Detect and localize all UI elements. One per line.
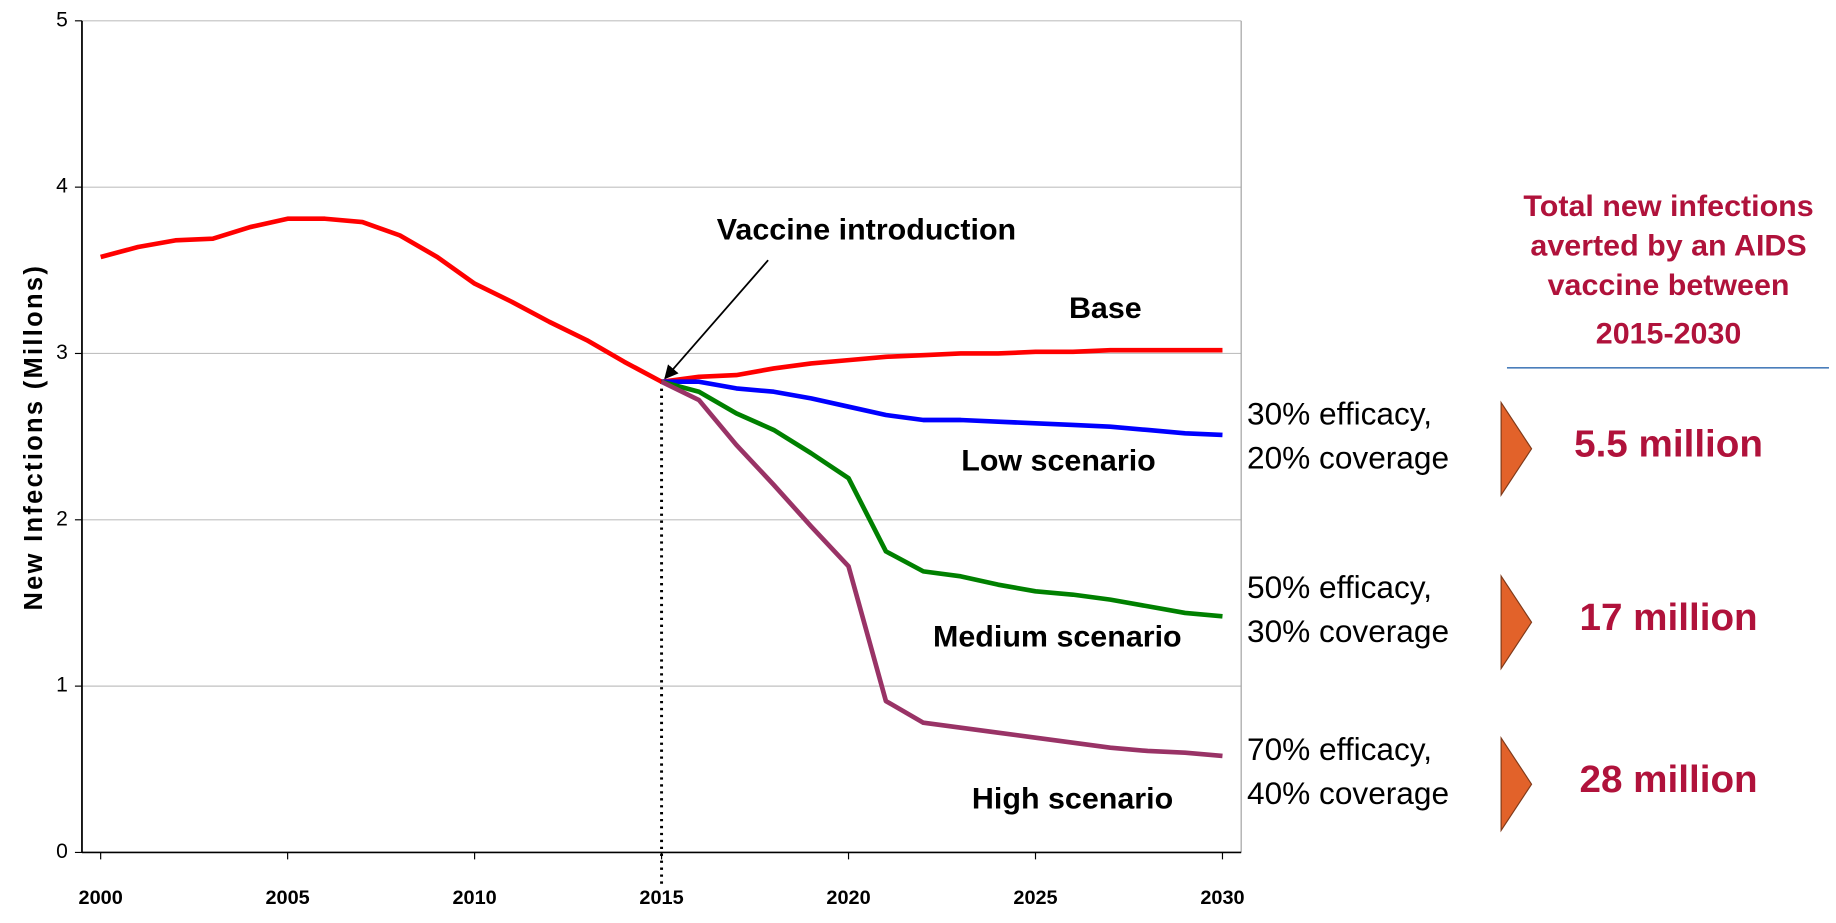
y-tick-label: 4 [56, 175, 68, 198]
side-label: 40% coverage [1247, 776, 1449, 811]
side-arrow [1500, 400, 1533, 497]
side-title: vaccine between [1548, 269, 1790, 302]
side-value: 5.5 million [1574, 423, 1763, 466]
series-label: Medium scenario [933, 621, 1182, 654]
side-label: 30% efficacy, [1247, 397, 1432, 432]
side-label: 30% coverage [1247, 614, 1449, 649]
series-line [660, 379, 1223, 619]
x-tick-label: 2030 [1200, 887, 1244, 909]
series-line [100, 216, 1223, 385]
series-line [660, 379, 1223, 759]
side-title: averted by an AIDS [1530, 230, 1806, 263]
y-axis-label: New Infections (Millons) [20, 264, 48, 611]
x-tick-label: 2000 [79, 887, 123, 909]
side-arrow [1500, 574, 1533, 671]
x-tick-label: 2015 [639, 887, 683, 909]
side-title: Total new infections [1523, 190, 1813, 223]
side-value: 28 million [1579, 758, 1757, 801]
series-label: High scenario [972, 782, 1173, 815]
side-title: 2015-2030 [1596, 318, 1742, 351]
annotation-text: Vaccine introduction [717, 213, 1016, 246]
x-tick-label: 2020 [826, 887, 870, 909]
series-label: Low scenario [961, 445, 1156, 478]
side-label: 70% efficacy, [1247, 732, 1432, 767]
series-line [661, 379, 1223, 438]
side-value: 17 million [1579, 596, 1757, 639]
side-label: 20% coverage [1247, 441, 1449, 476]
annotation-arrow [664, 259, 769, 380]
y-tick-label: 0 [56, 840, 68, 863]
y-tick-label: 5 [56, 8, 68, 31]
side-label: 50% efficacy, [1247, 570, 1432, 605]
x-tick-label: 2005 [266, 887, 310, 909]
y-tick-label: 3 [56, 341, 68, 364]
y-tick-label: 2 [56, 507, 68, 530]
x-tick-label: 2010 [452, 887, 496, 909]
y-tick-label: 1 [56, 674, 68, 697]
side-arrow [1500, 735, 1533, 833]
x-tick-label: 2025 [1013, 887, 1057, 909]
series-label: Base [1069, 292, 1142, 325]
